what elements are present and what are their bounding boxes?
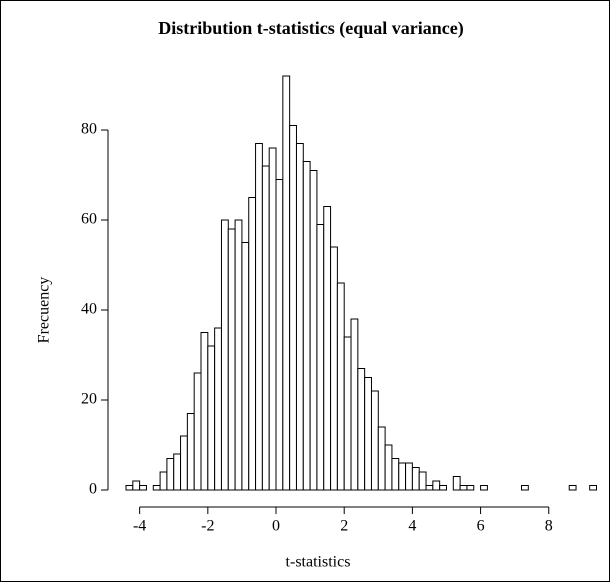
bar [418,471,427,491]
bar [357,368,366,491]
bar [152,485,161,491]
bar [425,485,434,491]
x-tick-label: 4 [408,518,416,535]
bar [241,242,250,491]
bar [261,165,270,491]
bar [391,458,400,491]
bar [159,471,168,491]
bar [398,462,407,491]
bar [439,485,447,491]
bar [207,345,216,491]
y-tick-label: 40 [81,301,97,318]
bar [316,224,325,491]
bar [255,143,263,491]
bar [186,413,195,491]
bar [432,480,441,491]
bar [125,485,134,491]
bar [459,485,468,491]
y-tick-label: 20 [81,391,97,408]
bar [343,336,352,491]
x-tick-label: 6 [477,518,485,535]
x-tick-label: -4 [133,518,146,535]
bar [275,179,284,491]
bar [323,206,332,491]
bar [411,467,420,491]
bar [350,318,359,491]
bar [282,75,291,491]
y-tick-label: 60 [81,211,97,228]
bar [289,125,297,491]
y-axis-label: Frecuency [36,277,53,344]
bar [377,426,386,491]
bar [330,246,338,491]
bar [295,143,304,491]
x-axis-label: t-statistics [286,554,351,571]
x-tick-label: 8 [545,518,553,535]
bar [248,197,257,491]
bar [302,161,311,491]
bar [214,327,222,491]
bar [234,219,243,491]
x-tick-label: 0 [272,518,280,535]
bar [452,476,461,491]
bar [370,390,379,491]
chart-title: Distribution t-statistics (equal varianc… [158,18,463,39]
bar [336,282,345,491]
bar [139,485,147,491]
bar [384,444,393,491]
bar [568,485,577,491]
bar [227,228,236,491]
y-tick-label: 80 [81,121,97,138]
bar [220,219,229,491]
bar [405,462,413,491]
bar [180,435,188,491]
bar [309,170,318,491]
bar [520,485,529,491]
y-tick-label: 0 [89,481,97,498]
bar [466,485,475,491]
x-tick-label: 2 [340,518,348,535]
bar [166,458,175,491]
bar [480,485,488,491]
bar [193,372,202,491]
bar [200,332,209,491]
bar [589,485,597,491]
x-tick-label: -2 [201,518,214,535]
bar [364,377,372,491]
bar [132,480,141,491]
bar [268,147,277,491]
bar [173,453,182,491]
